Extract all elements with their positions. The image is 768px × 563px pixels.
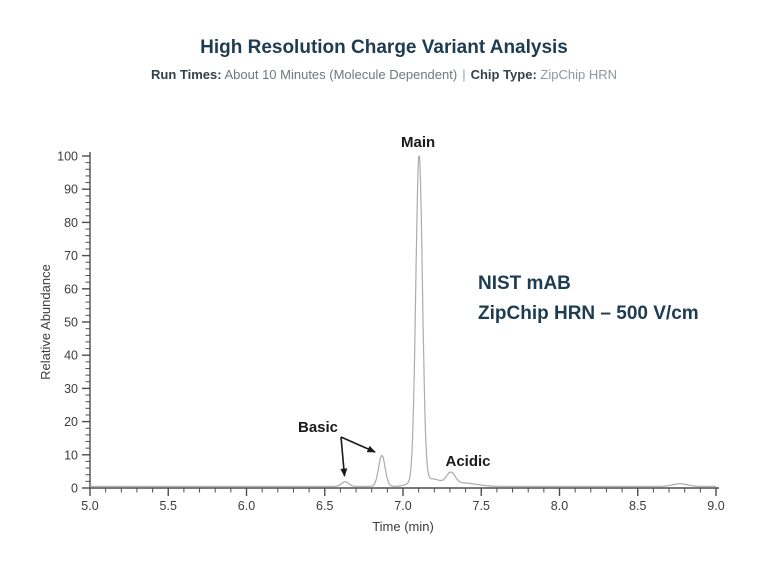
x-tick-label: 8.0	[551, 499, 568, 513]
x-tick-label: 5.0	[81, 499, 98, 513]
run-times-value: About 10 Minutes (Molecule Dependent)	[224, 67, 458, 82]
y-tick-label: 10	[64, 448, 78, 462]
y-tick-label: 20	[64, 415, 78, 429]
sample-annotation-line-2: ZipChip HRN – 500 V/cm	[478, 303, 699, 324]
basic-arrows	[340, 436, 376, 477]
y-axis-ticks: 0 10 20 30 40 50 60 70 80 90 100	[57, 150, 90, 496]
page-subtitle: Run Times: About 10 Minutes (Molecule De…	[0, 67, 768, 82]
peak-label-basic: Basic	[298, 419, 338, 436]
chip-type-label: Chip Type:	[470, 67, 537, 82]
chip-type-value: ZipChip HRN	[540, 67, 617, 82]
x-tick-label: 7.5	[473, 499, 490, 513]
y-tick-label: 50	[64, 316, 78, 330]
x-axis-ticks: 5.0 5.5 6.0 6.5 7.0 7.5 8.0 8.5 9.0	[81, 488, 725, 513]
y-axis-title: Relative Abundance	[38, 264, 53, 380]
x-tick-label: 6.0	[238, 499, 255, 513]
x-tick-label: 5.5	[160, 499, 177, 513]
basic-arrow-left	[340, 436, 348, 477]
peak-label-main: Main	[401, 134, 435, 151]
x-tick-label: 7.0	[394, 499, 411, 513]
axes	[89, 152, 719, 489]
x-tick-label: 8.5	[629, 499, 646, 513]
y-tick-label: 80	[64, 216, 78, 230]
y-tick-label: 60	[64, 282, 78, 296]
run-times-label: Run Times:	[151, 67, 222, 82]
y-tick-label: 90	[64, 183, 78, 197]
basic-arrow-right	[340, 436, 376, 453]
page-title: High Resolution Charge Variant Analysis	[200, 37, 568, 58]
x-tick-label: 6.5	[316, 499, 333, 513]
figure-header: High Resolution Charge Variant Analysis …	[0, 37, 768, 82]
sample-annotation: NIST mAB ZipChip HRN – 500 V/cm	[478, 273, 699, 324]
x-tick-label: 9.0	[707, 499, 724, 513]
y-tick-label: 30	[64, 382, 78, 396]
peak-label-acidic: Acidic	[445, 453, 490, 470]
y-tick-label: 0	[71, 482, 78, 496]
sample-annotation-line-1: NIST mAB	[478, 273, 571, 294]
y-tick-label: 100	[57, 150, 78, 164]
peak-labels: Main Basic Acidic	[298, 134, 491, 470]
x-axis-title: Time (min)	[372, 519, 434, 534]
subtitle-separator: |	[462, 67, 466, 82]
chromatogram-trace	[89, 155, 717, 487]
y-tick-label: 70	[64, 249, 78, 263]
y-tick-label: 40	[64, 349, 78, 363]
